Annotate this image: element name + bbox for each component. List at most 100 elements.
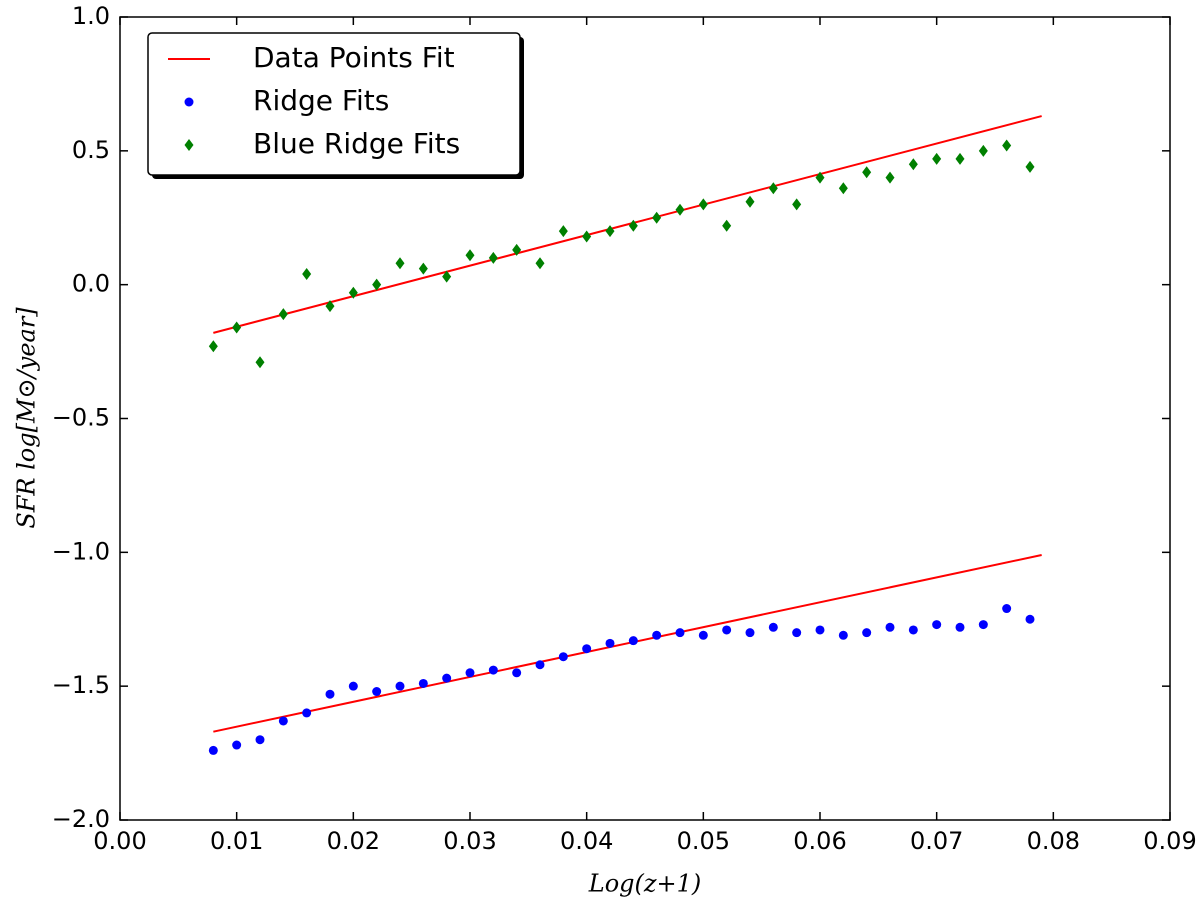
data-point [465,668,475,678]
data-point [815,625,825,635]
plot-frame [119,16,1171,821]
data-point [302,267,312,280]
data-point [278,308,288,321]
x-tick-label: 0.05 [677,827,730,855]
data-point [325,689,335,699]
data-point [1002,139,1012,152]
data-point [442,673,452,683]
data-point [605,638,615,648]
data-point [255,356,265,369]
x-tick-label: 0.06 [793,827,846,855]
data-point [908,158,918,171]
data-point [652,211,662,224]
y-tick-label: 0.0 [72,270,110,298]
x-tick-label: 0.09 [1143,827,1196,855]
data-point [535,257,545,270]
data-point [372,278,382,291]
data-point [558,652,568,662]
data-point [628,219,638,232]
data-point [955,622,965,632]
data-point [278,716,288,726]
y-tick-label: −1.5 [52,671,110,699]
data-point [325,300,335,313]
data-point [372,687,382,697]
legend-label: Data Points Fit [253,41,455,74]
x-tick-label: 0.01 [210,827,263,855]
data-point [745,628,755,638]
data-point [838,630,848,640]
y-tick-label: −2.0 [52,805,110,833]
x-axis-label: Log(z+1) [588,870,702,898]
data-point [302,708,312,718]
x-tick-label: 0.08 [1027,827,1080,855]
legend-box [147,32,521,176]
data-point [932,620,942,630]
legend-swatch [184,97,194,107]
data-point [558,225,568,238]
data-point [582,230,592,243]
x-tick-label: 0.02 [327,827,380,855]
data-point [908,625,918,635]
y-tick-label: 0.5 [72,136,110,164]
y-tick-label: 1.0 [72,2,110,30]
data-point [768,182,778,195]
data-point [1025,160,1035,173]
data-point [418,262,428,275]
y-axis-label: SFR log[M⊙/year] [13,307,41,529]
data-point [395,681,405,691]
data-point [745,195,755,208]
data-point [232,740,242,750]
data-point [978,144,988,157]
data-point [885,622,895,632]
data-point [932,152,942,165]
data-point [815,171,825,184]
data-point [512,243,522,256]
data-point [978,620,988,630]
data-point [395,257,405,270]
data-point [768,622,778,632]
data-point [512,668,522,678]
data-point [208,745,218,755]
data-point [255,735,265,745]
data-point [862,628,872,638]
legend-label: Blue Ridge Fits [253,127,460,160]
data-point [722,625,732,635]
data-point [1002,604,1012,614]
legend-swatch [184,139,194,151]
data-point [838,182,848,195]
x-tick-label: 0.03 [443,827,496,855]
data-point [792,198,802,211]
x-tick-label: 0.00 [93,827,146,855]
data-point [465,249,475,262]
legend-label: Ridge Fits [253,84,389,117]
data-point [1025,614,1035,624]
data-point [582,644,592,654]
data-point [208,340,218,353]
data-point [885,171,895,184]
data-point [698,630,708,640]
fit-line [213,115,1042,733]
y-tick-label: −0.5 [52,404,110,432]
data-point [488,665,498,675]
data-point [605,225,615,238]
data-point [652,630,662,640]
data-point [418,678,428,688]
x-tick-label: 0.04 [560,827,613,855]
data-point [675,628,685,638]
data-point [628,636,638,646]
data-point [535,660,545,670]
data-point [675,203,685,216]
data-point [862,166,872,179]
data-point [488,251,498,264]
data-point [722,219,732,232]
y-tick-label: −1.0 [52,537,110,565]
data-point [698,198,708,211]
x-tick-label: 0.07 [910,827,963,855]
data-point [792,628,802,638]
data-point [348,286,358,299]
data-point [348,681,358,691]
data-point [232,321,242,334]
data-point [955,152,965,165]
data-point [442,270,452,283]
